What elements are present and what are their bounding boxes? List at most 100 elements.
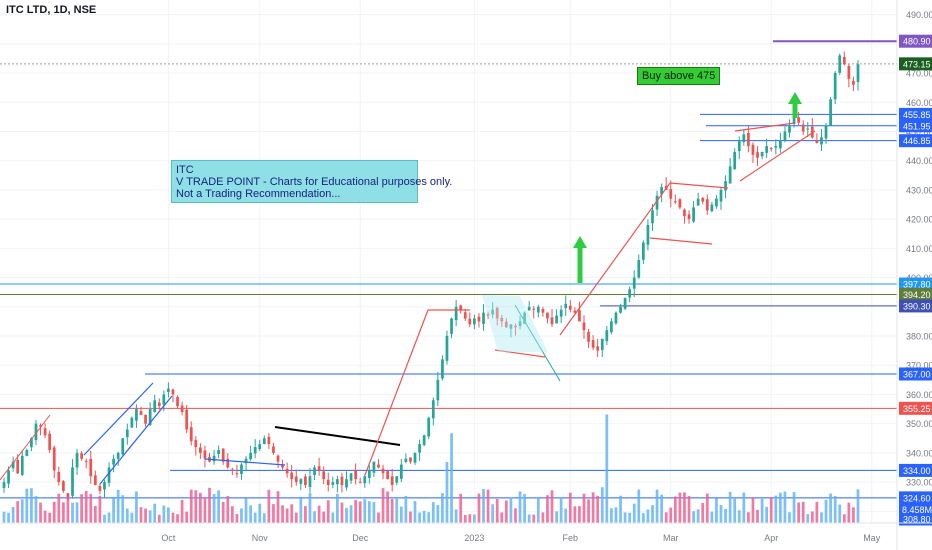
volume-bar: [687, 496, 691, 523]
volume-bar: [57, 493, 61, 523]
candle-body: [833, 73, 837, 100]
volume-bar: [89, 494, 93, 523]
volume-bar: [258, 503, 262, 523]
volume-bar: [144, 508, 147, 523]
trendline: [494, 349, 546, 358]
volume-bar: [34, 496, 38, 523]
volume-bar: [788, 512, 791, 523]
candle-body: [673, 201, 677, 203]
volume-bar: [139, 507, 143, 523]
candle-body: [290, 472, 294, 480]
volume-bar: [285, 508, 289, 523]
candle-body: [281, 464, 284, 468]
candle-body: [454, 306, 458, 321]
candle-body: [678, 199, 682, 208]
candle-body: [710, 204, 714, 212]
volume-bar: [541, 512, 545, 523]
volume-bar: [221, 501, 225, 523]
disclaimer-note: ITC V TRADE POINT - Charts for Education…: [171, 160, 452, 203]
candle-body: [820, 137, 823, 145]
volume-bar: [514, 508, 517, 523]
candle-body: [176, 396, 179, 407]
candle-body: [25, 449, 29, 456]
arrow-shaft: [577, 248, 583, 283]
candle-body: [390, 476, 394, 486]
volume-bar: [345, 508, 348, 523]
candle-body: [756, 152, 759, 158]
volume-bar: [632, 503, 636, 523]
volume-bar: [431, 502, 435, 523]
volume-bar: [30, 488, 33, 523]
candle-body: [162, 394, 166, 405]
candle-body: [436, 379, 440, 401]
volume-bar: [751, 497, 755, 523]
candle-body: [815, 140, 819, 144]
candle-body: [760, 151, 764, 157]
trendline: [649, 237, 713, 245]
candle-body: [486, 314, 490, 316]
volume-bar: [363, 499, 367, 523]
volume-bar: [112, 498, 115, 523]
candle-body: [75, 452, 79, 468]
volume-bar: [16, 501, 20, 523]
volume-bar: [760, 498, 764, 523]
price-tag-bg: [899, 288, 932, 302]
volume-bar: [637, 489, 641, 523]
trendline: [83, 382, 154, 456]
volume-bar: [555, 511, 558, 523]
candle-body: [450, 318, 453, 334]
candle-body: [299, 479, 303, 484]
candle-body: [765, 146, 769, 153]
candle-body: [468, 318, 472, 325]
x-tick-label: May: [863, 533, 881, 543]
volume-bar: [468, 514, 472, 523]
candle-body: [331, 482, 335, 485]
candle-body: [336, 479, 339, 485]
y-tick-label: 490.00: [906, 10, 932, 20]
volume-bar: [185, 511, 189, 523]
candle-body: [441, 359, 444, 379]
candle-body: [103, 482, 106, 490]
candle-body: [57, 471, 61, 483]
candle-body: [660, 186, 663, 195]
volume-bar: [705, 493, 709, 523]
candle-body: [619, 306, 622, 313]
note-line: Not a Trading Recommendation...: [176, 188, 341, 200]
volume-bar: [203, 497, 207, 523]
trendline: [739, 130, 816, 182]
candle-body: [167, 388, 170, 392]
volume-bar: [422, 510, 426, 523]
candle-body: [687, 214, 691, 220]
candle-body: [427, 417, 431, 437]
trendline: [274, 426, 401, 446]
volume-bar: [824, 499, 828, 523]
candle-body: [715, 198, 718, 207]
volume-bar: [578, 506, 581, 523]
volume-bar: [600, 487, 604, 523]
volume-bar: [390, 499, 394, 523]
candle-body: [217, 449, 221, 455]
candle-body: [130, 417, 134, 428]
volume-bar: [486, 489, 490, 523]
y-tick-label: 340.00: [906, 448, 932, 458]
price-tag-bg: [899, 107, 932, 121]
volume-bar: [778, 492, 782, 523]
candle-body: [11, 461, 15, 469]
volume-bar: [628, 512, 632, 523]
volume-bar: [349, 505, 353, 523]
x-tick-label: Dec: [352, 533, 369, 543]
volume-bar: [728, 491, 732, 523]
volume-bar: [532, 514, 536, 523]
price-tag: 324.60: [899, 491, 932, 505]
candle-body: [747, 132, 750, 147]
candle-body: [550, 317, 554, 325]
volume-bar: [107, 512, 111, 523]
volume-bar: [756, 509, 759, 523]
volume-bar: [829, 493, 832, 523]
volume-bar: [815, 501, 819, 523]
volume-bar: [678, 492, 682, 523]
price-tag-bg: [899, 119, 932, 133]
volume-bar: [194, 490, 198, 523]
candle-body: [578, 310, 581, 322]
